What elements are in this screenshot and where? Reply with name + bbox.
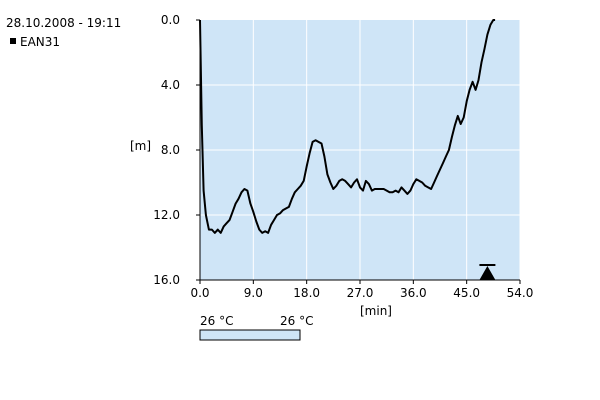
temp-bar-left-label: 26 °C (200, 314, 233, 328)
x-tick-label: 9.0 (244, 286, 263, 300)
end-marker (479, 264, 496, 280)
y-tick-label: 12.0 (153, 208, 180, 222)
legend-marker (10, 38, 16, 44)
x-tick-label: 27.0 (347, 286, 374, 300)
end-marker-triangle (479, 266, 496, 280)
x-tick-label: 36.0 (400, 286, 427, 300)
x-tick-label: 18.0 (293, 286, 320, 300)
dive-datetime: 28.10.2008 - 19:11 (6, 16, 121, 30)
x-tick-label: 45.0 (453, 286, 480, 300)
legend-label: EAN31 (20, 35, 60, 49)
y-tick-label: 4.0 (161, 78, 180, 92)
x-axis-ticks: 0.0 9.0 18.0 27.0 36.0 45.0 54.0 (190, 280, 533, 300)
x-tick-label: 54.0 (507, 286, 534, 300)
temp-bar-right-label: 26 °C (280, 314, 313, 328)
y-tick-label: 16.0 (153, 273, 180, 287)
y-tick-label: 0.0 (161, 13, 180, 27)
depth-series-line (199, 19, 496, 234)
y-tick-label: 8.0 (161, 143, 180, 157)
x-axis-label: [min] (360, 304, 392, 318)
x-tick-label: 0.0 (190, 286, 209, 300)
y-axis-ticks: 0.0 4.0 8.0 12.0 16.0 (153, 13, 200, 287)
temperature-bar (199, 329, 301, 341)
y-axis-label: [m] (130, 139, 151, 153)
